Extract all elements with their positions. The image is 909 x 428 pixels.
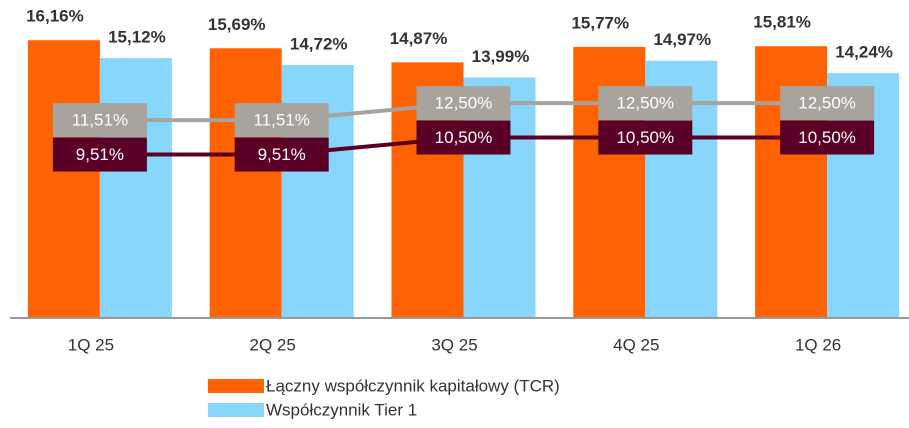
value-label-box	[416, 120, 511, 155]
value-label: 12,50%	[798, 94, 856, 113]
x-tick-label: 1Q 26	[795, 335, 841, 354]
value-label: 14,97%	[653, 30, 711, 49]
value-label: 16,16%	[26, 7, 84, 26]
value-label-box	[780, 86, 875, 121]
bar	[99, 58, 172, 319]
value-label-box	[234, 137, 329, 172]
legend-label: Łączny współczynnik kapitałowy (TCR)	[266, 376, 560, 395]
value-label: 15,81%	[753, 13, 811, 32]
legend-swatch	[208, 379, 264, 393]
x-tick-label: 3Q 25	[431, 335, 477, 354]
value-label-box	[780, 120, 875, 155]
value-label: 10,50%	[616, 128, 674, 147]
value-label: 13,99%	[472, 47, 530, 66]
bar	[27, 40, 100, 318]
bar	[209, 48, 282, 318]
value-label: 15,12%	[108, 28, 166, 47]
value-label: 11,51%	[253, 111, 309, 130]
value-label: 14,72%	[290, 34, 348, 53]
value-label-box	[598, 120, 693, 155]
value-label-box	[234, 103, 329, 138]
value-label: 12,50%	[435, 94, 493, 113]
legend-label: Współczynnik Tier 1	[266, 400, 417, 419]
value-label: 14,24%	[835, 43, 893, 62]
bar	[281, 64, 354, 319]
x-tick-label: 2Q 25	[250, 335, 296, 354]
legend-swatch	[208, 403, 264, 417]
value-label: 9,51%	[258, 145, 306, 164]
value-label: 9,51%	[76, 145, 124, 164]
value-label: 15,77%	[571, 13, 629, 32]
value-label-box	[416, 86, 511, 121]
value-label-box	[598, 86, 693, 121]
x-tick-label: 1Q 25	[68, 335, 114, 354]
value-label: 15,69%	[208, 15, 266, 34]
value-label: 14,87%	[390, 29, 448, 48]
value-label: 11,51%	[72, 111, 128, 130]
value-label: 12,50%	[616, 94, 674, 113]
value-label-box	[52, 103, 147, 138]
value-label-box	[52, 137, 147, 172]
value-label: 10,50%	[798, 128, 856, 147]
value-label: 10,50%	[435, 128, 493, 147]
x-tick-label: 4Q 25	[613, 335, 659, 354]
